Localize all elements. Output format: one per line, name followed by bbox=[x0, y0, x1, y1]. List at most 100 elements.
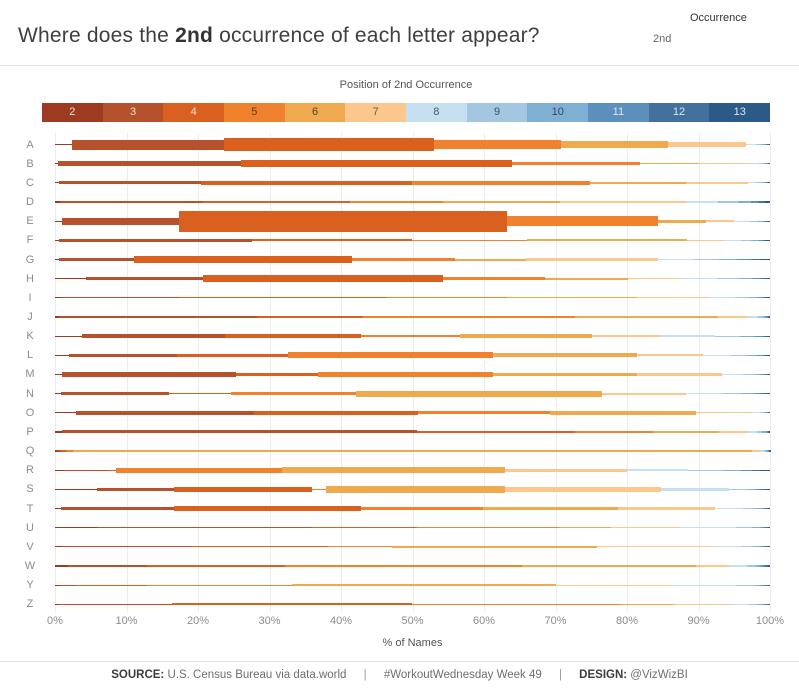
segment-L-pos8[interactable] bbox=[702, 354, 732, 356]
segment-W-pos9[interactable] bbox=[747, 565, 756, 567]
segment-U-pos9[interactable] bbox=[736, 527, 753, 529]
segment-W-pos10[interactable] bbox=[755, 565, 762, 567]
segment-Q-pos4[interactable] bbox=[60, 450, 66, 452]
segment-V-pos9[interactable] bbox=[741, 546, 755, 548]
segment-Q-pos11[interactable] bbox=[767, 450, 769, 452]
segment-Z-pos12[interactable] bbox=[766, 603, 769, 605]
segment-O-pos12[interactable] bbox=[767, 412, 770, 414]
segment-L-pos9[interactable] bbox=[731, 354, 748, 356]
segment-Y-pos6[interactable] bbox=[292, 584, 557, 586]
segment-O-pos9[interactable] bbox=[759, 412, 764, 414]
segment-P-pos13[interactable] bbox=[769, 431, 770, 433]
segment-R-pos9[interactable] bbox=[687, 469, 724, 471]
segment-W-pos6[interactable] bbox=[521, 565, 696, 567]
segment-I-pos13[interactable] bbox=[766, 297, 770, 299]
segment-Q-pos6[interactable] bbox=[72, 450, 753, 452]
segment-K-pos10[interactable] bbox=[739, 335, 755, 337]
legend-item-2[interactable]: 2 bbox=[42, 103, 103, 122]
segment-R-pos12[interactable] bbox=[752, 469, 761, 471]
segment-Y-pos12[interactable] bbox=[765, 584, 769, 586]
segment-S-pos3[interactable] bbox=[97, 488, 175, 491]
segment-O-pos13[interactable] bbox=[769, 412, 770, 414]
segment-M-pos11[interactable] bbox=[761, 373, 765, 376]
segment-Y-pos7[interactable] bbox=[556, 584, 673, 586]
segment-L-pos10[interactable] bbox=[747, 354, 758, 356]
segment-W-pos5[interactable] bbox=[285, 565, 522, 567]
segment-S-pos6[interactable] bbox=[325, 486, 505, 493]
segment-M-pos7[interactable] bbox=[636, 373, 723, 376]
segment-T-pos3[interactable] bbox=[60, 507, 175, 510]
segment-L-pos3[interactable] bbox=[69, 353, 177, 357]
segment-N-pos12[interactable] bbox=[760, 393, 766, 395]
segment-O-pos10[interactable] bbox=[763, 412, 767, 414]
segment-N-pos4[interactable] bbox=[169, 392, 231, 395]
segment-D-pos2[interactable] bbox=[55, 201, 60, 203]
segment-B-pos13[interactable] bbox=[769, 163, 770, 165]
segment-P-pos7[interactable] bbox=[719, 431, 749, 433]
segment-V-pos10[interactable] bbox=[754, 546, 762, 548]
segment-E-pos3[interactable] bbox=[62, 217, 180, 225]
segment-L-pos2[interactable] bbox=[55, 354, 70, 356]
segment-A-pos9[interactable] bbox=[755, 143, 762, 146]
segment-A-pos3[interactable] bbox=[72, 139, 224, 150]
segment-K-pos8[interactable] bbox=[661, 335, 715, 337]
segment-V-pos11[interactable] bbox=[761, 546, 765, 548]
segment-D-pos4[interactable] bbox=[203, 200, 350, 204]
segment-C-pos6[interactable] bbox=[589, 181, 687, 184]
segment-Y-pos10[interactable] bbox=[754, 584, 762, 586]
segment-Y-pos13[interactable] bbox=[768, 584, 770, 586]
segment-S-pos2[interactable] bbox=[55, 488, 98, 491]
segment-N-pos7[interactable] bbox=[601, 392, 687, 395]
segment-P-pos10[interactable] bbox=[762, 431, 766, 433]
segment-Z-pos13[interactable] bbox=[768, 603, 770, 605]
segment-N-pos6[interactable] bbox=[356, 390, 602, 397]
segment-R-pos2[interactable] bbox=[55, 469, 64, 471]
segment-F-pos11[interactable] bbox=[758, 239, 763, 241]
segment-O-pos6[interactable] bbox=[549, 411, 696, 415]
segment-R-pos10[interactable] bbox=[723, 469, 742, 471]
segment-R-pos5[interactable] bbox=[115, 467, 283, 473]
segment-E-pos13[interactable] bbox=[767, 220, 770, 222]
segment-G-pos8[interactable] bbox=[658, 258, 695, 261]
segment-Q-pos10[interactable] bbox=[766, 450, 768, 452]
segment-B-pos8[interactable] bbox=[750, 163, 760, 165]
segment-V-pos13[interactable] bbox=[767, 546, 770, 548]
segment-M-pos6[interactable] bbox=[492, 372, 637, 377]
segment-U-pos2[interactable] bbox=[55, 527, 98, 529]
segment-C-pos3[interactable] bbox=[59, 181, 201, 185]
segment-Q-pos2[interactable] bbox=[55, 450, 58, 452]
segment-J-pos3[interactable] bbox=[58, 316, 257, 318]
segment-Y-pos5[interactable] bbox=[147, 584, 293, 586]
segment-P-pos9[interactable] bbox=[757, 431, 763, 433]
segment-Q-pos3[interactable] bbox=[57, 450, 61, 452]
segment-M-pos2[interactable] bbox=[55, 373, 63, 376]
segment-I-pos6[interactable] bbox=[506, 297, 637, 299]
segment-V-pos5[interactable] bbox=[328, 546, 392, 548]
segment-O-pos5[interactable] bbox=[417, 411, 550, 415]
segment-R-pos4[interactable] bbox=[108, 469, 116, 471]
segment-B-pos10[interactable] bbox=[763, 163, 767, 165]
segment-S-pos4[interactable] bbox=[174, 486, 312, 492]
segment-P-pos3[interactable] bbox=[62, 430, 418, 434]
segment-R-pos13[interactable] bbox=[760, 469, 770, 471]
segment-K-pos13[interactable] bbox=[767, 335, 770, 337]
segment-D-pos9[interactable] bbox=[717, 201, 738, 203]
segment-B-pos6[interactable] bbox=[639, 163, 699, 165]
segment-H-pos7[interactable] bbox=[627, 277, 685, 280]
segment-I-pos9[interactable] bbox=[734, 297, 750, 299]
segment-S-pos11[interactable] bbox=[755, 488, 762, 490]
segment-K-pos12[interactable] bbox=[762, 335, 768, 337]
segment-G-pos3[interactable] bbox=[58, 258, 135, 261]
segment-K-pos4[interactable] bbox=[225, 334, 361, 338]
segment-P-pos6[interactable] bbox=[653, 431, 720, 433]
segment-V-pos12[interactable] bbox=[764, 546, 768, 548]
segment-F-pos12[interactable] bbox=[762, 239, 767, 241]
segment-W-pos7[interactable] bbox=[695, 565, 730, 567]
segment-B-pos5[interactable] bbox=[511, 162, 640, 166]
segment-E-pos6[interactable] bbox=[657, 219, 706, 223]
segment-M-pos10[interactable] bbox=[754, 373, 762, 376]
segment-F-pos2[interactable] bbox=[55, 239, 59, 241]
segment-W-pos13[interactable] bbox=[767, 565, 770, 567]
segment-A-pos4[interactable] bbox=[223, 137, 434, 152]
segment-V-pos8[interactable] bbox=[712, 546, 742, 548]
